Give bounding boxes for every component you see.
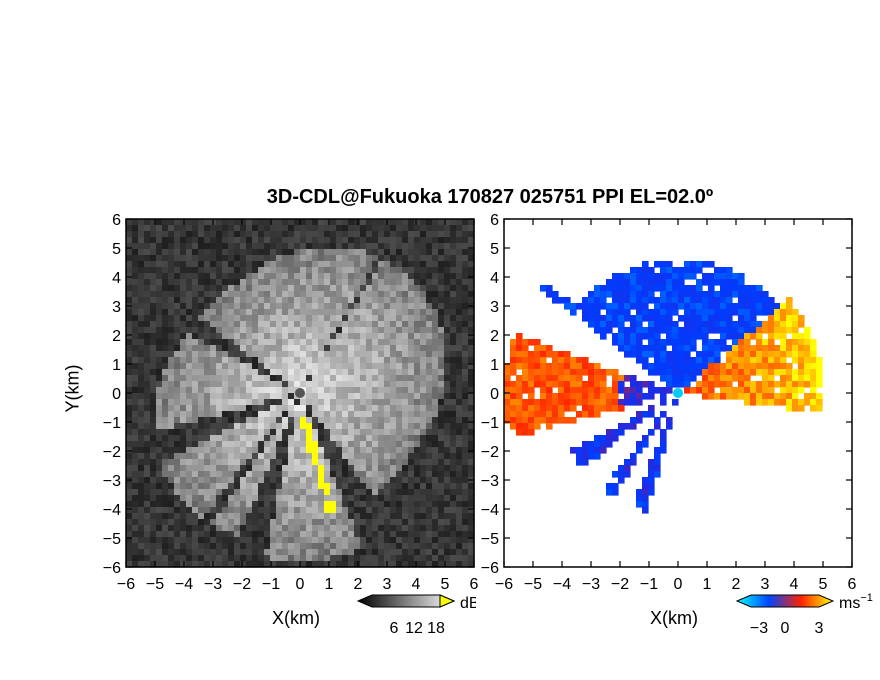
- chart-title: 3D-CDL@Fukuoka 170827 025751 PPI EL=02.0…: [266, 186, 714, 208]
- colorbar-unit: ms−1: [839, 592, 873, 612]
- x-tick-label: −3: [204, 576, 222, 593]
- y-tick-label: 5: [112, 241, 121, 258]
- y-tick-label: −5: [481, 531, 499, 548]
- colorbar-tick-label: −3: [750, 620, 768, 637]
- y-tick-label: 2: [112, 328, 121, 345]
- right-xlabel: X(km): [650, 608, 698, 628]
- x-tick-label: 2: [732, 576, 741, 593]
- y-tick-label: −1: [481, 415, 499, 432]
- right-ppi-plot: −6 −5 −4 −3 −2 −1 0 1 2 3 4 5 6 6 5 4 3 2 1 0 −1 −2 −3 −4 −5 −6: [481, 212, 857, 593]
- y-tick-label: −3: [481, 473, 499, 490]
- colorbar-tick-label: 18: [427, 620, 445, 637]
- x-tick-label: −4: [553, 576, 571, 593]
- y-tick-label: 4: [112, 270, 121, 287]
- colorbar-bar: [735, 594, 835, 608]
- y-tick-label: −5: [103, 531, 121, 548]
- y-tick-label: 2: [490, 328, 499, 345]
- colorbar-tick-label: 3: [815, 620, 824, 637]
- x-tick-label: 6: [848, 576, 857, 593]
- x-tick-label: 4: [790, 576, 799, 593]
- radar-center-marker: [295, 388, 305, 398]
- x-tick-label: 5: [819, 576, 828, 593]
- colorbar-over-arrow: [439, 594, 456, 608]
- left-xlabel: X(km): [272, 608, 320, 628]
- x-tick-label: 0: [674, 576, 683, 593]
- y-tick-label: 0: [490, 386, 499, 403]
- x-tick-label: −2: [233, 576, 251, 593]
- colorbar-unit: dB: [460, 595, 476, 612]
- y-tick-label: −2: [481, 444, 499, 461]
- ppi-cells: [126, 219, 475, 568]
- y-tick-label: −4: [103, 502, 121, 519]
- right-colorbar: −3 0 3 ms−1: [735, 592, 873, 637]
- x-tick-label: 2: [354, 576, 363, 593]
- x-tick-label: 1: [325, 576, 334, 593]
- left-ppi-plot: −6 −5 −4 −3 −2 −1 0 1 2 3 4 5 6 6 5 4 3 2 1 0 −1 −2 −3 −4 −5 −6: [103, 212, 479, 593]
- x-tick-label: −1: [262, 576, 280, 593]
- x-tick-label: −5: [146, 576, 164, 593]
- y-tick-label: −6: [481, 560, 499, 577]
- y-tick-label: −3: [103, 473, 121, 490]
- y-tick-label: 3: [112, 299, 121, 316]
- colorbar-tick-label: 0: [781, 620, 790, 637]
- y-tick-label: −6: [103, 560, 121, 577]
- y-tick-label: 3: [490, 299, 499, 316]
- radar-center-marker: [673, 388, 683, 398]
- y-tick-label: 1: [112, 357, 121, 374]
- y-tick-label: 5: [490, 241, 499, 258]
- x-tick-label: −3: [582, 576, 600, 593]
- left-colorbar: 6 12 18 dB: [356, 594, 476, 637]
- x-tick-label: 3: [383, 576, 392, 593]
- y-tick-label: 1: [490, 357, 499, 374]
- colorbar-tick-label: 6: [390, 620, 399, 637]
- left-ppi-panel: −6 −5 −4 −3 −2 −1 0 1 2 3 4 5 6 6 5 4 3 2 1 0 −1 −2 −3 −4 −5 −6: [103, 212, 479, 593]
- ppi-cells: [504, 261, 823, 514]
- colorbar-tick-label: 12: [405, 620, 423, 637]
- y-tick-label: 6: [112, 212, 121, 229]
- y-tick-label: 4: [490, 270, 499, 287]
- x-tick-label: −6: [117, 576, 135, 593]
- y-tick-label: 0: [112, 386, 121, 403]
- y-tick-label: −2: [103, 444, 121, 461]
- x-tick-label: −2: [611, 576, 629, 593]
- colorbar-unit-exponent: −1: [860, 592, 873, 604]
- y-tick-label: 6: [490, 212, 499, 229]
- x-tick-label: 6: [470, 576, 479, 593]
- x-tick-label: 4: [412, 576, 421, 593]
- x-tick-label: −1: [640, 576, 658, 593]
- y-tick-label: −4: [481, 502, 499, 519]
- x-tick-label: 1: [703, 576, 712, 593]
- x-tick-label: −6: [495, 576, 513, 593]
- left-ylabel: Y(km): [62, 364, 83, 413]
- x-tick-label: 5: [441, 576, 450, 593]
- x-tick-label: 3: [761, 576, 770, 593]
- x-tick-label: −5: [524, 576, 542, 593]
- y-tick-label: −1: [103, 415, 121, 432]
- right-ppi-panel: −6 −5 −4 −3 −2 −1 0 1 2 3 4 5 6 6 5 4 3 2 1 0 −1 −2 −3 −4 −5 −6: [480, 0, 880, 680]
- x-tick-label: −4: [175, 576, 193, 593]
- x-tick-label: 0: [296, 576, 305, 593]
